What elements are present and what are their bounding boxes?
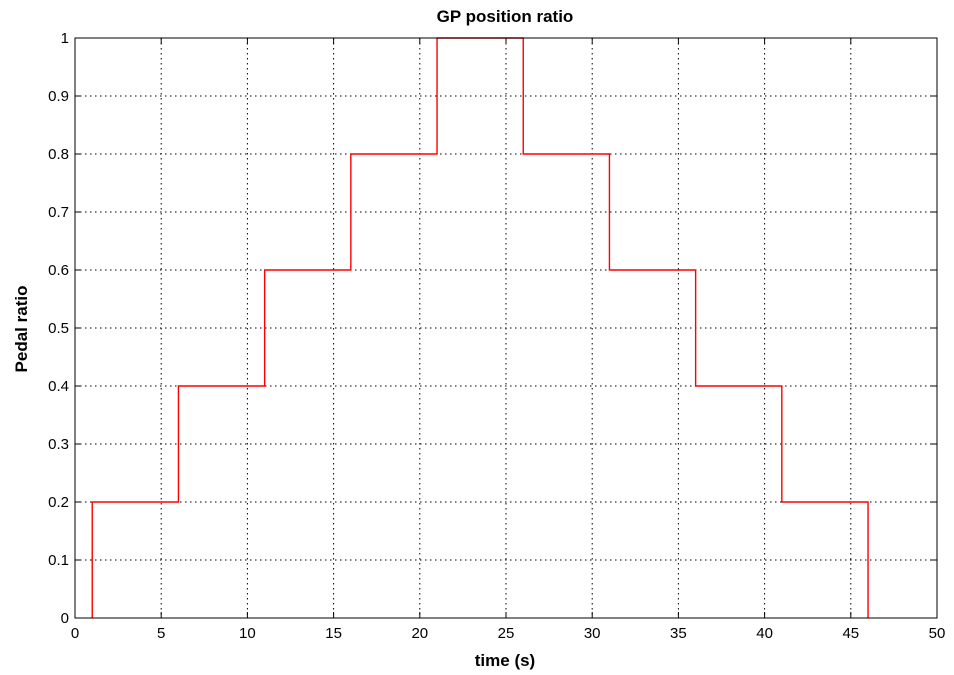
x-tick-label: 0 — [71, 625, 79, 642]
grid — [75, 38, 937, 618]
y-tick-label: 0.1 — [48, 552, 69, 569]
y-tick-label: 0 — [61, 610, 69, 627]
x-tick-label: 50 — [929, 625, 946, 642]
y-tick-label: 0.6 — [48, 262, 69, 279]
x-tick-label: 30 — [584, 625, 601, 642]
y-tick-label: 0.2 — [48, 494, 69, 511]
chart-title: GP position ratio — [437, 7, 574, 26]
y-tick-label: 0.5 — [48, 320, 69, 337]
x-tick-label: 35 — [670, 625, 687, 642]
x-tick-label: 10 — [239, 625, 256, 642]
y-tick-label: 0.7 — [48, 204, 69, 221]
y-tick-labels: 0 0.1 0.2 0.3 0.4 0.5 0.6 0.7 0.8 0.9 1 — [48, 30, 69, 627]
y-tick-label: 0.4 — [48, 378, 69, 395]
y-tick-label: 0.3 — [48, 436, 69, 453]
ticks — [74, 37, 938, 619]
y-tick-label: 1 — [61, 30, 69, 47]
x-tick-label: 45 — [842, 625, 859, 642]
x-tick-label: 20 — [411, 625, 428, 642]
x-tick-label: 25 — [498, 625, 515, 642]
x-tick-label: 5 — [157, 625, 165, 642]
x-tick-label: 40 — [756, 625, 773, 642]
y-axis-label: Pedal ratio — [12, 286, 31, 373]
x-tick-label: 15 — [325, 625, 342, 642]
y-tick-label: 0.8 — [48, 146, 69, 163]
x-tick-labels: 0 5 10 15 20 25 30 35 40 45 50 — [71, 625, 946, 642]
x-axis-label: time (s) — [475, 651, 535, 670]
y-tick-label: 0.9 — [48, 88, 69, 105]
